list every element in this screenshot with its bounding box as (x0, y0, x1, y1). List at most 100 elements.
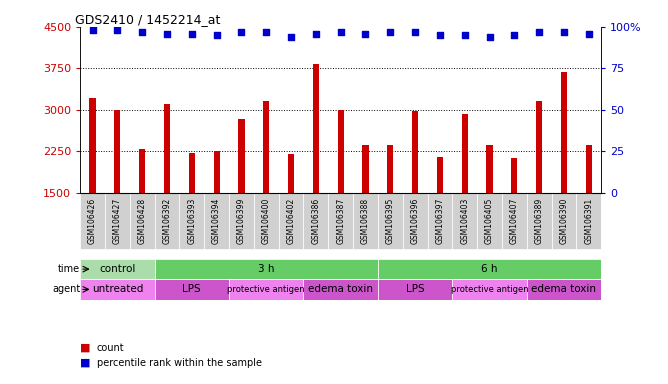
Bar (536, 101, 542, 193)
Text: GSM106387: GSM106387 (336, 198, 345, 244)
Bar (238, 119, 244, 193)
Bar (561, 72, 567, 193)
Bar (586, 145, 592, 193)
Bar (428, 193, 452, 249)
Bar (80, 193, 105, 249)
Text: GSM106405: GSM106405 (485, 198, 494, 244)
Text: GDS2410 / 1452214_at: GDS2410 / 1452214_at (75, 13, 220, 26)
Text: GSM106388: GSM106388 (361, 198, 370, 244)
Text: GSM106407: GSM106407 (510, 198, 519, 244)
Text: edema toxin: edema toxin (308, 285, 373, 295)
Text: GSM106402: GSM106402 (287, 198, 295, 244)
Text: GSM106396: GSM106396 (411, 198, 420, 244)
Text: GSM106428: GSM106428 (138, 198, 147, 244)
Bar (80, 259, 154, 279)
Point (88, 27, 98, 33)
Text: GSM106394: GSM106394 (212, 198, 221, 244)
Text: agent: agent (52, 285, 80, 295)
Bar (214, 151, 220, 193)
Text: GSM106392: GSM106392 (162, 198, 172, 244)
Text: GSM106426: GSM106426 (88, 198, 97, 244)
Point (137, 29, 148, 35)
Text: protective antigen: protective antigen (227, 285, 305, 294)
Text: count: count (97, 343, 124, 353)
Bar (154, 193, 180, 249)
Bar (527, 193, 552, 249)
Bar (164, 104, 170, 193)
Point (211, 32, 222, 38)
Bar (263, 101, 269, 193)
Bar (486, 145, 493, 193)
Point (409, 29, 420, 35)
Bar (139, 149, 146, 193)
Text: GSM106386: GSM106386 (311, 198, 321, 244)
Bar (313, 65, 319, 193)
Point (311, 30, 321, 36)
Text: GSM106395: GSM106395 (386, 198, 395, 244)
Bar (90, 98, 96, 193)
Bar (477, 193, 502, 249)
Bar (303, 279, 378, 300)
Point (435, 32, 446, 38)
Bar (552, 193, 576, 249)
Bar (154, 259, 378, 279)
Bar (204, 193, 229, 249)
Point (583, 30, 594, 36)
Bar (80, 279, 154, 300)
Bar (378, 193, 403, 249)
Text: 6 h: 6 h (482, 264, 498, 274)
Text: untreated: untreated (92, 285, 143, 295)
Point (186, 30, 197, 36)
Point (460, 32, 470, 38)
Bar (576, 193, 601, 249)
Bar (353, 193, 378, 249)
Bar (452, 193, 477, 249)
Point (534, 29, 544, 35)
Text: percentile rank within the sample: percentile rank within the sample (97, 358, 262, 368)
Bar (130, 193, 154, 249)
Bar (279, 193, 303, 249)
Point (286, 34, 297, 40)
Text: ■: ■ (80, 343, 91, 353)
Text: protective antigen: protective antigen (451, 285, 528, 294)
Text: time: time (58, 264, 80, 274)
Bar (452, 279, 527, 300)
Text: 3 h: 3 h (258, 264, 275, 274)
Text: GSM106390: GSM106390 (560, 198, 568, 244)
Text: ■: ■ (80, 358, 91, 368)
Text: GSM106403: GSM106403 (460, 198, 469, 244)
Bar (180, 193, 204, 249)
Bar (527, 279, 601, 300)
Text: GSM106427: GSM106427 (113, 198, 122, 244)
Text: GSM106400: GSM106400 (262, 198, 271, 244)
Bar (412, 111, 418, 193)
Bar (105, 193, 130, 249)
Text: LPS: LPS (182, 285, 201, 295)
Text: GSM106397: GSM106397 (436, 198, 444, 244)
Bar (328, 193, 353, 249)
Point (236, 29, 246, 35)
Bar (303, 193, 328, 249)
Point (509, 32, 520, 38)
Bar (229, 279, 303, 300)
Point (385, 29, 395, 35)
Bar (362, 145, 369, 193)
Point (162, 30, 172, 36)
Text: GSM106393: GSM106393 (187, 198, 196, 244)
Text: GSM106391: GSM106391 (584, 198, 593, 244)
Bar (378, 279, 452, 300)
Bar (403, 193, 428, 249)
Point (360, 30, 371, 36)
Text: GSM106399: GSM106399 (237, 198, 246, 244)
Bar (437, 157, 443, 193)
Bar (511, 158, 518, 193)
Text: control: control (99, 264, 136, 274)
Point (261, 29, 272, 35)
Text: edema toxin: edema toxin (532, 285, 597, 295)
Bar (378, 259, 601, 279)
Bar (288, 154, 294, 193)
Bar (114, 110, 120, 193)
Text: LPS: LPS (405, 285, 424, 295)
Bar (462, 114, 468, 193)
Point (558, 29, 569, 35)
